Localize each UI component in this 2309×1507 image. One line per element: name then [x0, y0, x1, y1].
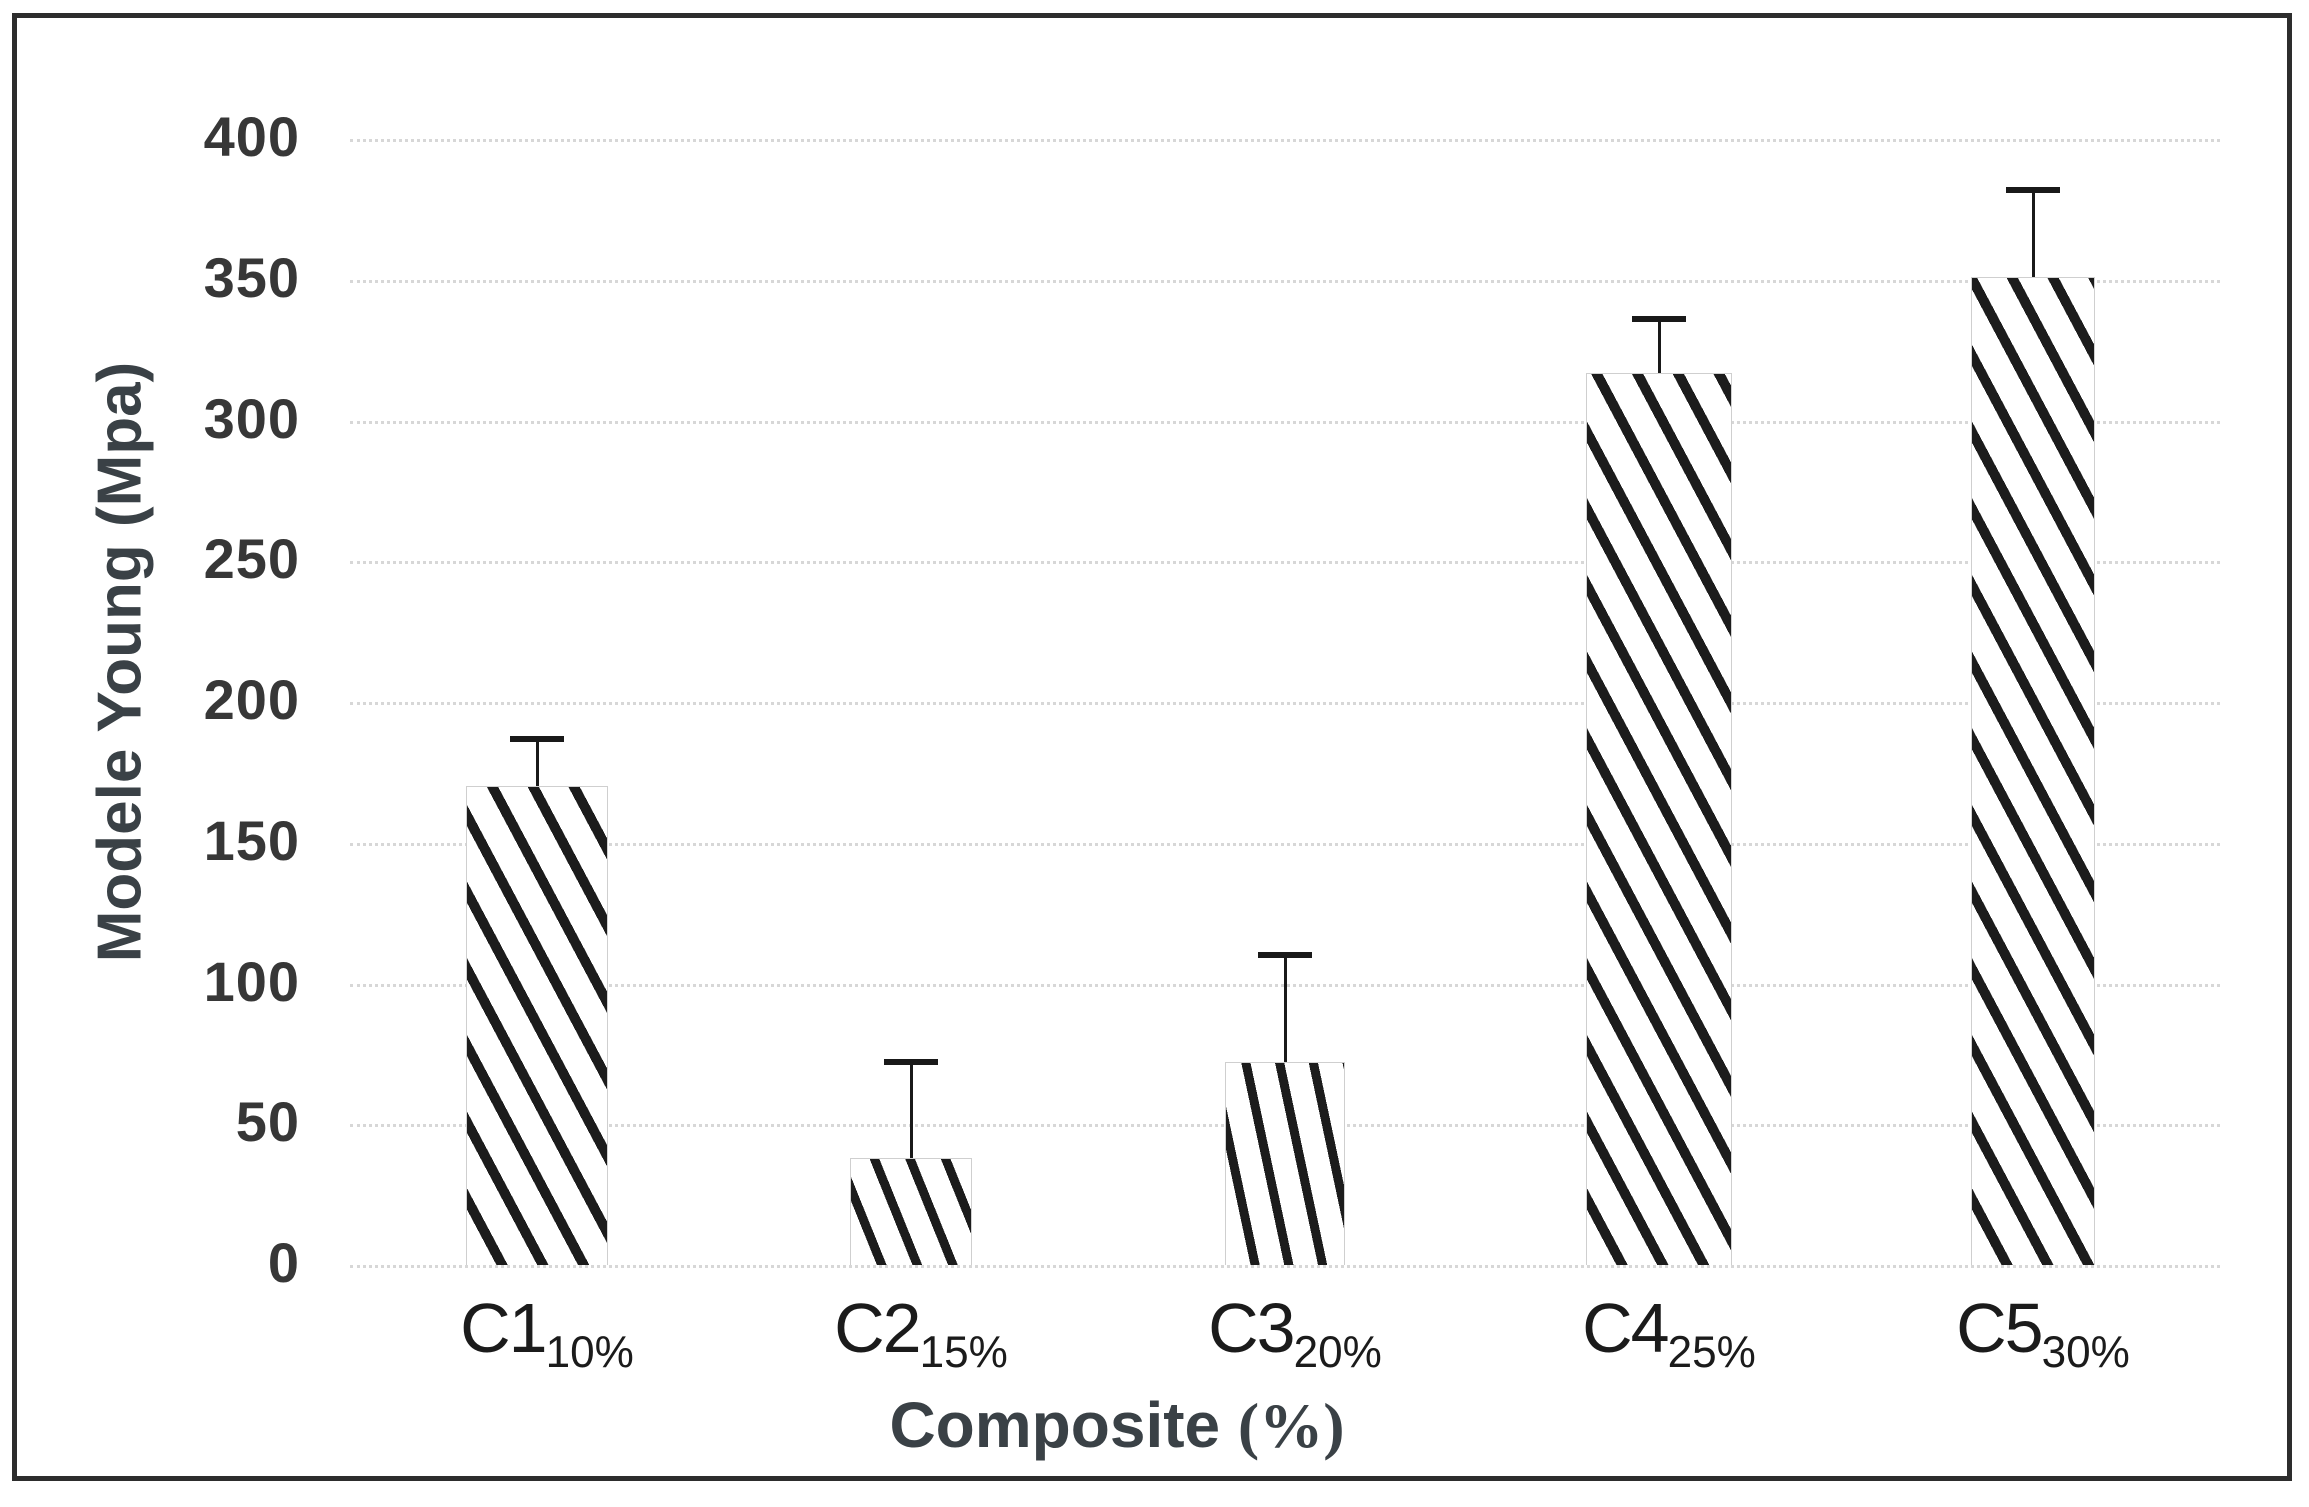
category-label-C2: C215%: [834, 1288, 1008, 1375]
error-bar-C5: [2031, 189, 2035, 277]
y-tick-label: 0: [267, 1230, 300, 1294]
y-tick-label: 400: [203, 104, 300, 168]
gridline-y150: [350, 842, 2220, 846]
error-bar-C3: [1283, 955, 1287, 1063]
category-label-subscript: 10%: [545, 1328, 634, 1377]
gridline-y0: [350, 1265, 2220, 1268]
y-tick-label: 200: [203, 667, 300, 731]
error-bar-cap-C4: [1632, 316, 1686, 323]
error-bar-cap-C3: [1258, 952, 1312, 959]
category-label-C4: C425%: [1582, 1288, 1756, 1375]
error-bar-C2: [909, 1062, 913, 1159]
category-label-text: C1: [460, 1289, 547, 1367]
x-axis-title: Composite (%): [889, 1388, 1344, 1463]
error-bar-cap-C5: [2006, 186, 2060, 193]
bar-C2: [850, 1158, 972, 1265]
bar-C4: [1586, 372, 1732, 1265]
x-axis-title-text: Composite: [889, 1389, 1238, 1461]
error-bar-C4: [1657, 319, 1661, 373]
bar-C5: [1971, 276, 2095, 1265]
y-tick-label: 50: [235, 1090, 300, 1154]
category-label-subscript: 25%: [1667, 1328, 1756, 1377]
x-axis-title-unit: (%): [1237, 1390, 1345, 1461]
gridline-y350: [350, 279, 2220, 283]
bar-C1: [466, 786, 608, 1265]
chart-frame: [12, 13, 2292, 1481]
y-tick-label: 250: [203, 527, 300, 591]
error-bar-cap-C2: [884, 1059, 938, 1066]
bar-C3: [1225, 1062, 1345, 1265]
category-label-subscript: 30%: [2041, 1328, 2130, 1377]
category-label-subscript: 20%: [1293, 1328, 1382, 1377]
gridline-y250: [350, 561, 2220, 565]
category-label-text: C4: [1582, 1289, 1669, 1367]
y-tick-label: 100: [203, 949, 300, 1013]
category-label-C5: C530%: [1956, 1288, 2130, 1375]
gridline-y200: [350, 702, 2220, 705]
error-bar-C1: [535, 738, 539, 787]
category-label-C3: C320%: [1208, 1288, 1382, 1375]
y-tick-label: 300: [203, 386, 300, 450]
category-label-text: C5: [1956, 1289, 2043, 1367]
category-label-subscript: 15%: [919, 1328, 1008, 1377]
y-tick-label: 150: [203, 808, 300, 872]
plot-area: [350, 139, 2220, 1268]
category-label-text: C3: [1208, 1289, 1295, 1367]
error-bar-cap-C1: [510, 735, 564, 742]
category-label-text: C2: [834, 1289, 921, 1367]
gridline-y400: [350, 139, 2220, 142]
category-label-C1: C110%: [460, 1288, 634, 1375]
y-tick-label: 350: [203, 245, 300, 309]
gridline-y300: [350, 420, 2220, 424]
